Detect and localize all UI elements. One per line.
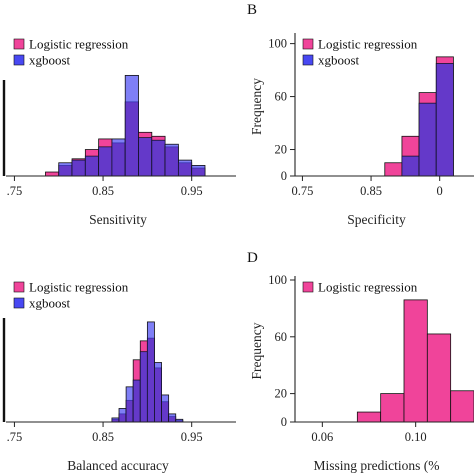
y-tick-label: 60 bbox=[275, 330, 288, 344]
legend-entry: Logistic regression bbox=[318, 37, 418, 52]
y-tick-label: 20 bbox=[275, 143, 288, 157]
x-tick-label: 0.85 bbox=[92, 184, 114, 198]
legend-swatch-xgboost bbox=[13, 297, 25, 309]
x-tick-label: 0.85 bbox=[92, 430, 114, 444]
bar-overlap bbox=[165, 146, 179, 176]
legend: Logistic regression bbox=[302, 280, 418, 295]
legend-swatch-xgboost bbox=[302, 54, 314, 66]
bar-overlap bbox=[126, 400, 134, 422]
bar-overlap bbox=[133, 380, 141, 422]
bar-overlap bbox=[178, 162, 192, 176]
bar-overlap bbox=[72, 160, 86, 176]
bar-logistic-regression bbox=[45, 171, 60, 177]
y-tick-label: 100 bbox=[268, 273, 287, 287]
panel-d: 0.06 0.10 Missing predictions (% 0 20 60 100 Fr… bbox=[247, 250, 474, 473]
bar-logistic-regression bbox=[380, 393, 405, 423]
bar-logistic-regression bbox=[356, 411, 382, 423]
bar-overlap bbox=[125, 101, 139, 176]
x-tick-label: 0.75 bbox=[291, 184, 313, 198]
bar-overlap bbox=[119, 413, 127, 422]
legend-entry: Logistic regression bbox=[318, 280, 418, 295]
x-tick-label: 0.10 bbox=[405, 430, 427, 444]
y-tick-label: 0 bbox=[281, 169, 287, 183]
legend-swatch-xgboost bbox=[13, 54, 25, 66]
x-axis-label: Missing predictions (% bbox=[314, 458, 440, 473]
panel-c: .75 0.85 0.95 Balanced accuracy Logistic reg… bbox=[2, 280, 236, 473]
legend-entry: xgboost bbox=[318, 53, 360, 68]
y-tick-label: 0 bbox=[281, 415, 287, 429]
histogram-bars bbox=[356, 299, 474, 423]
legend-swatch-logistic bbox=[302, 281, 314, 293]
bar-overlap bbox=[191, 168, 205, 176]
legend-entry: xgboost bbox=[29, 53, 71, 68]
bar-logistic-regression bbox=[426, 333, 452, 423]
x-tick-label: 0.95 bbox=[181, 430, 203, 444]
legend-entry: Logistic regression bbox=[29, 37, 129, 52]
x-tick-label: .75 bbox=[7, 184, 23, 198]
bar-overlap bbox=[58, 165, 73, 176]
bar-overlap bbox=[85, 156, 99, 176]
x-tick-label: 0 bbox=[437, 184, 443, 198]
x-tick-label: 0.85 bbox=[360, 184, 382, 198]
bar-overlap bbox=[175, 420, 183, 422]
legend-swatch-logistic bbox=[13, 281, 25, 293]
bar-overlap bbox=[419, 103, 437, 176]
bar-logistic-regression bbox=[450, 390, 474, 423]
bar-overlap bbox=[98, 146, 112, 176]
x-axis-label: Sensitivity bbox=[89, 212, 147, 227]
bar-overlap bbox=[168, 416, 176, 422]
bar-overlap bbox=[138, 137, 152, 176]
panel-a: .75 0.85 0.95 Sensitivity Logistic regressio… bbox=[2, 37, 236, 227]
y-axis-label: Frequency bbox=[249, 78, 264, 135]
bar-overlap bbox=[154, 367, 162, 422]
legend-entry: xgboost bbox=[29, 296, 71, 311]
y-axis-label: Frequency bbox=[249, 322, 264, 379]
x-tick-label: 0.95 bbox=[181, 184, 203, 198]
bar-overlap bbox=[401, 156, 420, 176]
bar-overlap bbox=[436, 63, 454, 176]
histogram-bars bbox=[111, 321, 184, 423]
legend-entry: Logistic regression bbox=[29, 280, 129, 295]
bar-overlap bbox=[111, 142, 126, 176]
legend-swatch-logistic bbox=[13, 38, 25, 50]
bar-overlap bbox=[140, 351, 148, 422]
bar-overlap bbox=[111, 419, 120, 422]
panel-letter: B bbox=[247, 2, 257, 18]
bar-logistic-regression bbox=[403, 299, 428, 423]
x-tick-label: 0.06 bbox=[311, 430, 333, 444]
x-axis-label: Specificity bbox=[347, 212, 406, 227]
y-tick-label: 20 bbox=[275, 387, 288, 401]
x-tick-label: .75 bbox=[7, 430, 23, 444]
bar-overlap bbox=[147, 338, 155, 422]
histogram-bars bbox=[45, 74, 206, 177]
bar-overlap bbox=[151, 140, 166, 176]
histogram-bars bbox=[384, 56, 454, 177]
panel-letter: D bbox=[247, 250, 258, 266]
bar-logistic-regression bbox=[384, 162, 403, 177]
panel-b: 0.75 0.85 0 Specificity 0 20 60 100 Frequency B Lo… bbox=[247, 2, 474, 227]
y-tick-label: 60 bbox=[275, 90, 288, 104]
bar-overlap bbox=[161, 401, 169, 422]
y-tick-label: 100 bbox=[268, 37, 287, 51]
x-axis-label: Balanced accuracy bbox=[67, 458, 169, 473]
legend-swatch-logistic bbox=[302, 38, 314, 50]
